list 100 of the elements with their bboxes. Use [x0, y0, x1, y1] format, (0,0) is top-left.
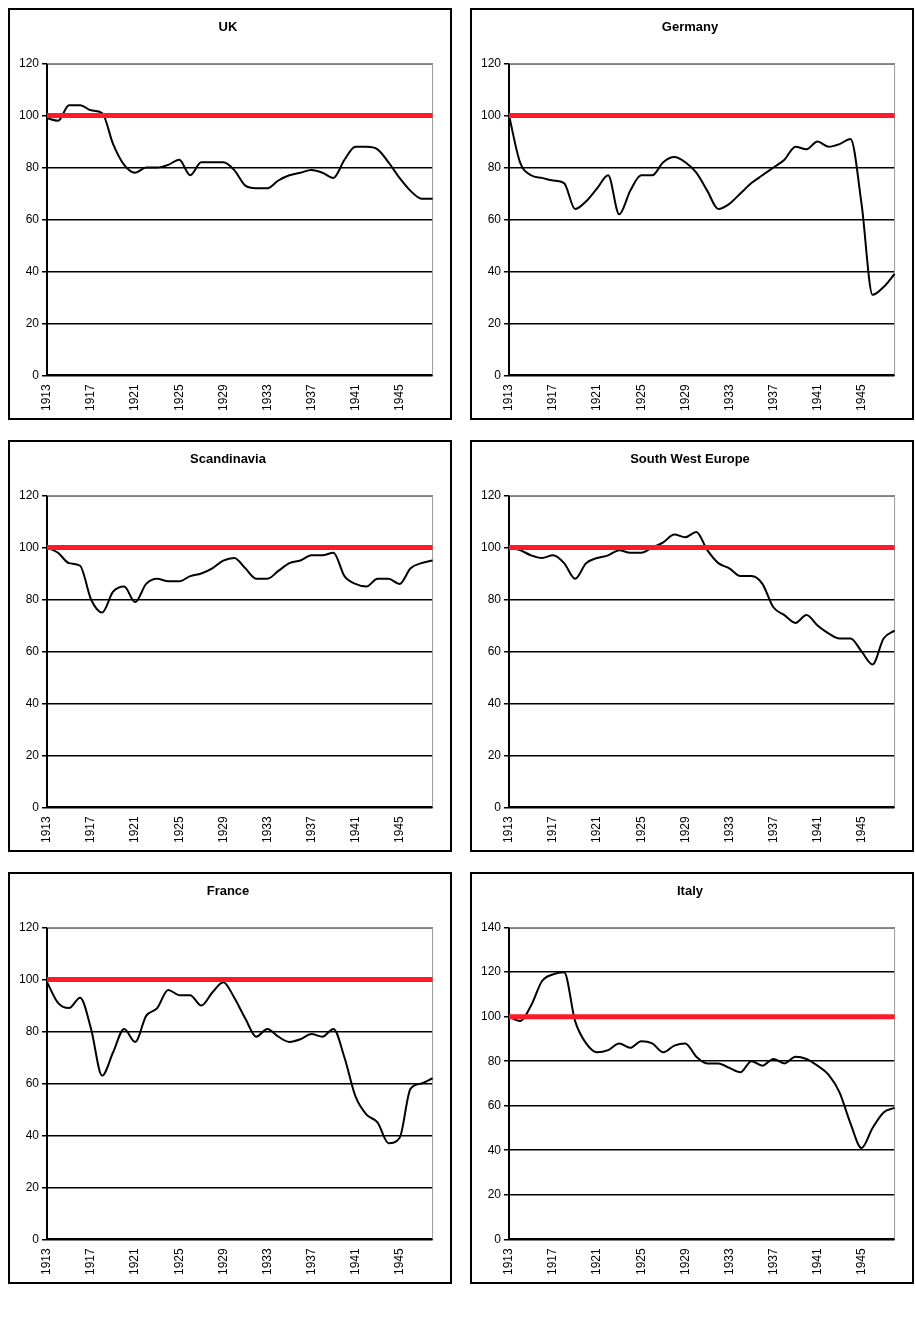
- y-tick-label: 20: [487, 747, 502, 762]
- x-tick-label: 1925: [633, 1247, 648, 1276]
- x-tick-label: 1921: [589, 1247, 604, 1276]
- y-tick-label: 80: [487, 159, 502, 174]
- y-tick-label: 100: [18, 539, 40, 554]
- x-tick-label: 1929: [677, 1247, 692, 1276]
- x-tick-label: 1937: [765, 1247, 780, 1276]
- x-tick-label: 1917: [545, 383, 560, 412]
- y-tick-label: 80: [25, 159, 40, 174]
- x-tick-label: 1921: [127, 815, 142, 844]
- x-tick-label: 1941: [347, 1247, 362, 1276]
- x-tick-label: 1929: [215, 383, 230, 412]
- x-tick-label: 1945: [391, 383, 406, 412]
- y-tick-label: 60: [487, 1098, 502, 1113]
- y-tick-label: 120: [18, 55, 40, 70]
- y-tick-label: 60: [487, 211, 502, 226]
- y-tick-label: 100: [18, 107, 40, 122]
- y-tick-label: 0: [32, 367, 40, 382]
- y-tick-label: 40: [25, 263, 40, 278]
- x-tick-label: 1925: [171, 815, 186, 844]
- chart-title: UK: [218, 19, 238, 35]
- x-tick-label: 1945: [853, 1247, 868, 1276]
- y-tick-label: 60: [487, 643, 502, 658]
- y-tick-label: 40: [487, 1142, 502, 1157]
- y-tick-label: 0: [32, 1231, 40, 1246]
- chart-title: Scandinavia: [190, 451, 267, 467]
- chart-title: South West Europe: [630, 451, 750, 467]
- y-tick-label: 100: [480, 1008, 502, 1023]
- x-tick-label: 1945: [391, 815, 406, 844]
- x-tick-label: 1925: [171, 1247, 186, 1276]
- x-tick-label: 1929: [215, 1247, 230, 1276]
- x-tick-label: 1913: [39, 383, 54, 412]
- x-tick-label: 1921: [589, 383, 604, 412]
- x-tick-label: 1929: [677, 815, 692, 844]
- x-tick-label: 1917: [83, 815, 98, 844]
- x-tick-label: 1917: [545, 815, 560, 844]
- y-tick-label: 40: [487, 263, 502, 278]
- x-tick-label: 1937: [303, 383, 318, 412]
- y-tick-label: 60: [25, 211, 40, 226]
- y-tick-label: 120: [480, 55, 502, 70]
- y-tick-label: 40: [25, 695, 40, 710]
- x-tick-label: 1937: [765, 815, 780, 844]
- y-tick-label: 20: [25, 315, 40, 330]
- y-tick-label: 60: [25, 1075, 40, 1090]
- x-tick-label: 1945: [853, 815, 868, 844]
- x-tick-label: 1945: [853, 383, 868, 412]
- x-tick-label: 1929: [677, 383, 692, 412]
- x-tick-label: 1933: [721, 1247, 736, 1276]
- y-tick-label: 20: [487, 315, 502, 330]
- x-tick-label: 1925: [171, 383, 186, 412]
- y-tick-label: 0: [494, 1231, 502, 1246]
- x-tick-label: 1937: [303, 1247, 318, 1276]
- x-tick-label: 1941: [347, 815, 362, 844]
- x-tick-label: 1921: [589, 815, 604, 844]
- y-tick-label: 80: [487, 591, 502, 606]
- y-tick-label: 60: [25, 643, 40, 658]
- y-tick-label: 20: [25, 747, 40, 762]
- y-tick-label: 0: [494, 799, 502, 814]
- y-tick-label: 100: [480, 107, 502, 122]
- x-tick-label: 1937: [765, 383, 780, 412]
- x-tick-label: 1937: [303, 815, 318, 844]
- x-tick-label: 1941: [809, 1247, 824, 1276]
- chart-title: France: [206, 883, 250, 899]
- x-tick-label: 1945: [391, 1247, 406, 1276]
- y-tick-label: 120: [18, 919, 40, 934]
- y-tick-label: 100: [18, 971, 40, 986]
- x-tick-label: 1925: [633, 815, 648, 844]
- y-tick-label: 120: [18, 487, 40, 502]
- y-tick-label: 120: [480, 487, 502, 502]
- x-tick-label: 1921: [127, 1247, 142, 1276]
- y-tick-label: 80: [25, 591, 40, 606]
- chart-title: Germany: [661, 19, 719, 35]
- x-tick-label: 1941: [809, 383, 824, 412]
- y-tick-label: 40: [487, 695, 502, 710]
- x-tick-label: 1933: [721, 383, 736, 412]
- y-tick-label: 80: [487, 1053, 502, 1068]
- x-tick-label: 1925: [633, 383, 648, 412]
- x-tick-label: 1941: [809, 815, 824, 844]
- x-tick-label: 1917: [83, 1247, 98, 1276]
- x-tick-label: 1913: [501, 383, 516, 412]
- x-tick-label: 1913: [501, 1247, 516, 1276]
- x-tick-label: 1933: [259, 815, 274, 844]
- x-tick-label: 1933: [721, 815, 736, 844]
- x-tick-label: 1921: [127, 383, 142, 412]
- chart-title: Italy: [676, 883, 704, 899]
- y-tick-label: 0: [494, 367, 502, 382]
- y-tick-label: 0: [32, 799, 40, 814]
- x-tick-label: 1929: [215, 815, 230, 844]
- y-tick-label: 40: [25, 1127, 40, 1142]
- x-tick-label: 1913: [39, 815, 54, 844]
- x-tick-label: 1913: [39, 1247, 54, 1276]
- x-tick-label: 1913: [501, 815, 516, 844]
- y-tick-label: 20: [487, 1187, 502, 1202]
- x-tick-label: 1917: [83, 383, 98, 412]
- x-tick-label: 1941: [347, 383, 362, 412]
- y-tick-label: 80: [25, 1023, 40, 1038]
- y-tick-label: 100: [480, 539, 502, 554]
- y-tick-label: 20: [25, 1179, 40, 1194]
- y-tick-label: 140: [480, 919, 502, 934]
- x-tick-label: 1917: [545, 1247, 560, 1276]
